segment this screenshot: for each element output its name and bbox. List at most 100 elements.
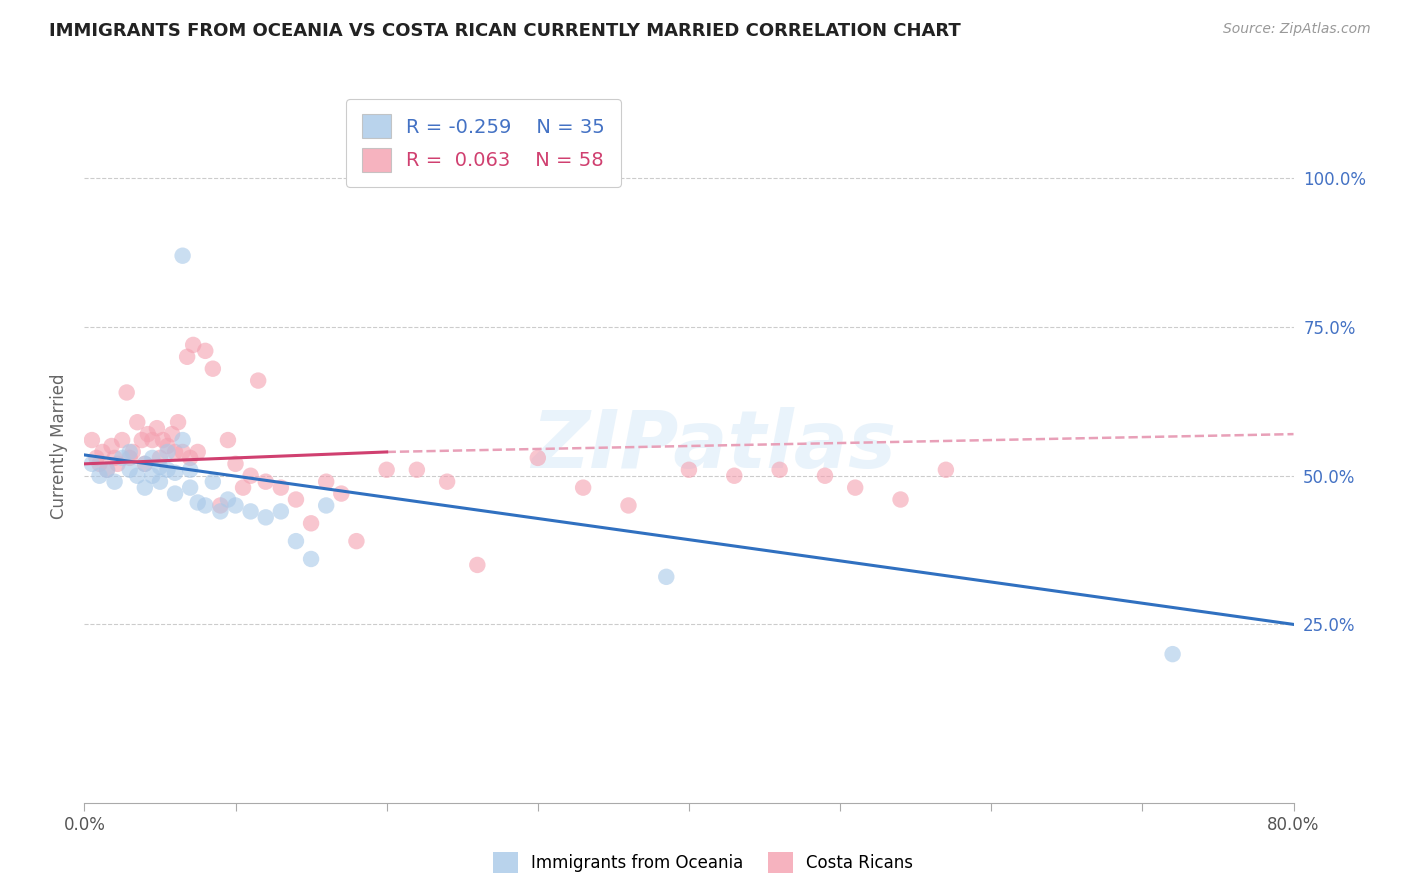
- Point: [572, 481, 595, 495]
- Point: [134, 457, 156, 471]
- Point: [723, 468, 745, 483]
- Point: [127, 415, 149, 429]
- Point: [121, 445, 143, 459]
- Point: [136, 427, 159, 442]
- Point: [225, 457, 247, 471]
- Point: [285, 534, 308, 549]
- Point: [655, 570, 678, 584]
- Point: [187, 445, 209, 459]
- Point: [167, 415, 190, 429]
- Point: [172, 249, 194, 263]
- Point: [375, 463, 398, 477]
- Point: [436, 475, 458, 489]
- Legend: R = -0.259    N = 35, R =  0.063    N = 58: R = -0.259 N = 35, R = 0.063 N = 58: [346, 99, 620, 187]
- Point: [935, 463, 957, 477]
- Text: IMMIGRANTS FROM OCEANIA VS COSTA RICAN CURRENTLY MARRIED CORRELATION CHART: IMMIGRANTS FROM OCEANIA VS COSTA RICAN C…: [49, 22, 960, 40]
- Point: [149, 459, 172, 474]
- Point: [149, 450, 172, 465]
- Point: [111, 450, 134, 465]
- Point: [201, 361, 224, 376]
- Point: [134, 457, 156, 471]
- Point: [172, 445, 194, 459]
- Point: [844, 481, 866, 495]
- Point: [179, 481, 201, 495]
- Point: [104, 450, 127, 465]
- Point: [165, 466, 187, 480]
- Point: [194, 343, 217, 358]
- Point: [156, 445, 179, 459]
- Point: [118, 445, 141, 459]
- Y-axis label: Currently Married: Currently Married: [49, 373, 67, 519]
- Point: [467, 558, 489, 572]
- Point: [80, 433, 103, 447]
- Point: [96, 463, 118, 477]
- Point: [527, 450, 550, 465]
- Point: [141, 468, 163, 483]
- Point: [285, 492, 308, 507]
- Point: [315, 499, 337, 513]
- Point: [156, 463, 179, 477]
- Point: [91, 445, 114, 459]
- Point: [89, 468, 111, 483]
- Point: [152, 433, 174, 447]
- Point: [814, 468, 837, 483]
- Point: [127, 468, 149, 483]
- Point: [100, 439, 122, 453]
- Point: [890, 492, 912, 507]
- Point: [201, 475, 224, 489]
- Point: [131, 433, 153, 447]
- Point: [165, 445, 187, 459]
- Point: [179, 463, 201, 477]
- Point: [239, 504, 262, 518]
- Point: [617, 499, 640, 513]
- Point: [315, 475, 337, 489]
- Point: [209, 499, 232, 513]
- Point: [187, 495, 209, 509]
- Point: [118, 450, 141, 465]
- Point: [769, 463, 792, 477]
- Point: [1161, 647, 1184, 661]
- Point: [115, 385, 138, 400]
- Point: [141, 433, 163, 447]
- Point: [346, 534, 368, 549]
- Point: [165, 486, 187, 500]
- Point: [134, 481, 156, 495]
- Point: [270, 481, 292, 495]
- Point: [146, 421, 169, 435]
- Point: [172, 433, 194, 447]
- Point: [176, 350, 198, 364]
- Point: [86, 450, 108, 465]
- Point: [96, 463, 118, 477]
- Point: [80, 457, 103, 471]
- Point: [118, 463, 141, 477]
- Point: [299, 552, 322, 566]
- Point: [232, 481, 254, 495]
- Point: [678, 463, 700, 477]
- Point: [406, 463, 429, 477]
- Point: [156, 439, 179, 453]
- Point: [270, 504, 292, 518]
- Point: [330, 486, 353, 500]
- Point: [149, 475, 172, 489]
- Point: [254, 475, 277, 489]
- Point: [181, 338, 204, 352]
- Point: [160, 427, 183, 442]
- Point: [104, 475, 127, 489]
- Point: [107, 457, 129, 471]
- Point: [247, 374, 270, 388]
- Point: [225, 499, 247, 513]
- Text: Source: ZipAtlas.com: Source: ZipAtlas.com: [1223, 22, 1371, 37]
- Point: [217, 433, 239, 447]
- Point: [89, 457, 111, 471]
- Point: [111, 433, 134, 447]
- Point: [217, 492, 239, 507]
- Point: [194, 499, 217, 513]
- Point: [254, 510, 277, 524]
- Point: [179, 450, 201, 465]
- Point: [209, 504, 232, 518]
- Point: [141, 450, 163, 465]
- Point: [239, 468, 262, 483]
- Legend: Immigrants from Oceania, Costa Ricans: Immigrants from Oceania, Costa Ricans: [486, 846, 920, 880]
- Point: [299, 516, 322, 531]
- Text: ZIPatlas: ZIPatlas: [530, 407, 896, 485]
